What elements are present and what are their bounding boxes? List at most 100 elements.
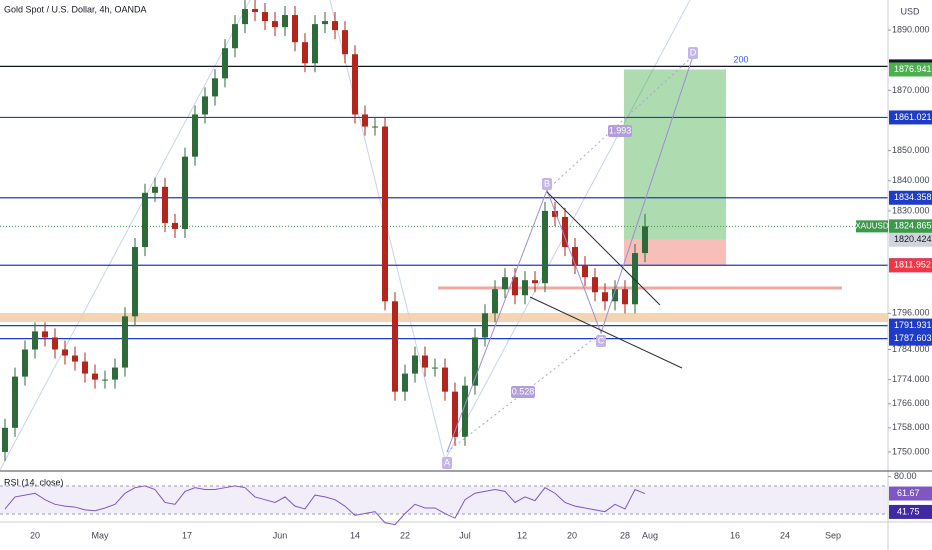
pattern-point-label: D: [690, 47, 697, 57]
candle-body: [352, 54, 358, 115]
candle-body: [412, 355, 418, 374]
candle-body: [382, 126, 388, 302]
pattern-point-label: B: [544, 178, 550, 188]
price-label: 1791.931: [894, 320, 932, 330]
x-tick-label: Jul: [459, 530, 471, 540]
pattern-point-label: A: [444, 457, 450, 467]
x-tick-label: 28: [620, 530, 630, 540]
candle-body: [252, 9, 258, 13]
candle-body: [222, 48, 228, 79]
candle-body: [262, 12, 268, 22]
x-tick-label: 24: [780, 530, 790, 540]
price-box: [889, 232, 932, 247]
candle-body: [622, 289, 628, 305]
candle-body: [392, 301, 398, 392]
support-zone: [0, 313, 888, 322]
price-box: [889, 110, 932, 125]
candle-body: [612, 289, 618, 302]
candle-body: [82, 361, 88, 374]
candle-body: [302, 42, 308, 64]
x-tick-label: Aug: [642, 530, 658, 540]
rsi-band: [0, 486, 888, 514]
symbol-box: [856, 220, 888, 233]
candle-body: [572, 247, 578, 266]
y-tick-label: 1796.000: [892, 308, 930, 318]
candle-body: [232, 24, 238, 49]
y-tick-label: 1750.000: [892, 446, 930, 456]
candle-body: [12, 376, 18, 428]
candle-body: [62, 349, 68, 356]
candle-body: [162, 186, 168, 223]
chart-title: Gold Spot / U.S. Dollar, 4h, OANDA: [4, 4, 147, 14]
pattern-point-box: [688, 47, 698, 59]
symbol-label: XAUUSD: [855, 221, 889, 230]
ratio-label: 1.993: [609, 125, 632, 135]
candle-body: [322, 21, 328, 25]
candle-body: [492, 289, 498, 314]
candle-body: [212, 78, 218, 97]
y-tick-label: 1774.000: [892, 374, 930, 384]
price-label: 1824.865: [894, 221, 932, 231]
candle-body: [242, 9, 248, 25]
rsi-ma-label: 41.75: [897, 506, 920, 516]
candle-body: [2, 427, 8, 452]
ratio-line: [546, 55, 694, 191]
candle-body: [372, 126, 378, 128]
candle-body: [32, 331, 38, 350]
y-tick-label: 1890.000: [892, 25, 930, 35]
candle-body: [562, 216, 568, 248]
y-tick-label: 1830.000: [892, 205, 930, 215]
x-tick-label: May: [91, 530, 109, 540]
candle-body: [362, 114, 368, 127]
candle-body: [22, 349, 28, 377]
candle-body: [122, 316, 128, 368]
price-box: [889, 62, 932, 77]
candle-body: [482, 313, 488, 338]
price-label: 1811.952: [894, 260, 931, 270]
price-label: 1787.603: [894, 333, 932, 343]
candle-body: [142, 192, 148, 248]
candle-body: [422, 355, 428, 368]
pattern-point-label: C: [598, 335, 605, 345]
ratio-box: [608, 125, 632, 137]
candle-body: [152, 186, 158, 193]
currency-label: USD: [900, 6, 920, 16]
ratio-label: 0.528: [512, 386, 535, 396]
projection-label: 200: [733, 54, 748, 64]
candle-body: [172, 222, 178, 229]
candle-body: [452, 391, 458, 437]
y-tick-label: 1850.000: [892, 145, 930, 155]
candle-body: [332, 21, 338, 31]
rsi-ma-box: [889, 504, 932, 519]
trend-line: [0, 0, 251, 471]
wedge-line: [529, 296, 683, 369]
rsi-title: RSI (14, close): [4, 477, 64, 487]
candle-body: [312, 24, 318, 64]
price-label: 1861.021: [894, 112, 932, 122]
rsi-value-box: [889, 486, 932, 501]
candle-body: [42, 331, 48, 338]
price-label: 1820.424: [894, 234, 932, 244]
x-tick-label: 17: [182, 530, 192, 540]
profit-zone: [624, 69, 726, 240]
candle-body: [52, 337, 58, 350]
x-tick-label: 14: [350, 530, 360, 540]
price-box: [889, 258, 932, 273]
candle-body: [292, 15, 298, 43]
candle-body: [592, 277, 598, 293]
price-label: 1834.358: [894, 192, 932, 202]
candle-body: [602, 292, 608, 302]
wedge-line: [546, 191, 661, 306]
candle-body: [92, 373, 98, 380]
x-tick-label: 22: [400, 530, 410, 540]
candle-body: [632, 253, 638, 305]
price-box: [889, 190, 932, 205]
candle-body: [472, 337, 478, 386]
candle-body: [192, 114, 198, 157]
x-tick-label: 12: [517, 530, 527, 540]
abcd-pattern: [446, 55, 694, 453]
candle-body: [542, 210, 548, 284]
candle-body: [132, 247, 138, 317]
candle-body: [642, 226, 648, 254]
